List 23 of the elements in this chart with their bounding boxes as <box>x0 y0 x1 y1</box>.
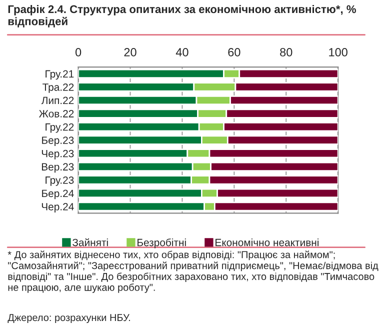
legend-label: Безробітні <box>138 238 186 248</box>
chart-title: Графік 2.4. Структура опитаних за економічною активністю*, % відповідей <box>8 4 356 28</box>
y-tick-label: Тра.22 <box>42 83 74 93</box>
x-tick-label: 20 <box>124 48 136 56</box>
y-tick-label: Жов.22 <box>38 110 74 118</box>
y-tick-label: Лип.22 <box>41 96 74 104</box>
x-tick-label: 100 <box>329 48 348 56</box>
x-tick-label: 60 <box>228 48 240 56</box>
x-tick-label: 40 <box>176 48 188 56</box>
y-tick-label: Гру.23 <box>46 176 74 186</box>
y-tick-label: Бер.24 <box>42 190 74 200</box>
y-tick-label: Чер.23 <box>42 150 74 160</box>
text: * До зайнятих віднесено тих, хто обрав відповіді: "Працює за наймом"; "Самозайнятий"; "Зареєстрований приватний підприємець", "Немає/відмова від відповіді" та "Інше". До безробітних зараховано тих, хто відповідав "Тимчасово не працюю, але шукаю роботу". <box>8 250 378 293</box>
y-tick-label: Чер.24 <box>42 203 74 212</box>
y-tick-label: Бер.23 <box>42 136 74 146</box>
y-tick-label: Гру.21 <box>46 70 74 80</box>
y-tick-label: Гру.22 <box>46 123 74 133</box>
legend-label: Економічно неактивні <box>216 238 318 246</box>
text: Джерело: розрахунки НБУ. <box>8 314 130 324</box>
x-tick-label: 80 <box>280 48 292 56</box>
legend-label: Зайняті <box>72 238 108 246</box>
y-tick-label: Вер.23 <box>42 163 74 173</box>
x-tick-label: 0 <box>75 48 82 56</box>
